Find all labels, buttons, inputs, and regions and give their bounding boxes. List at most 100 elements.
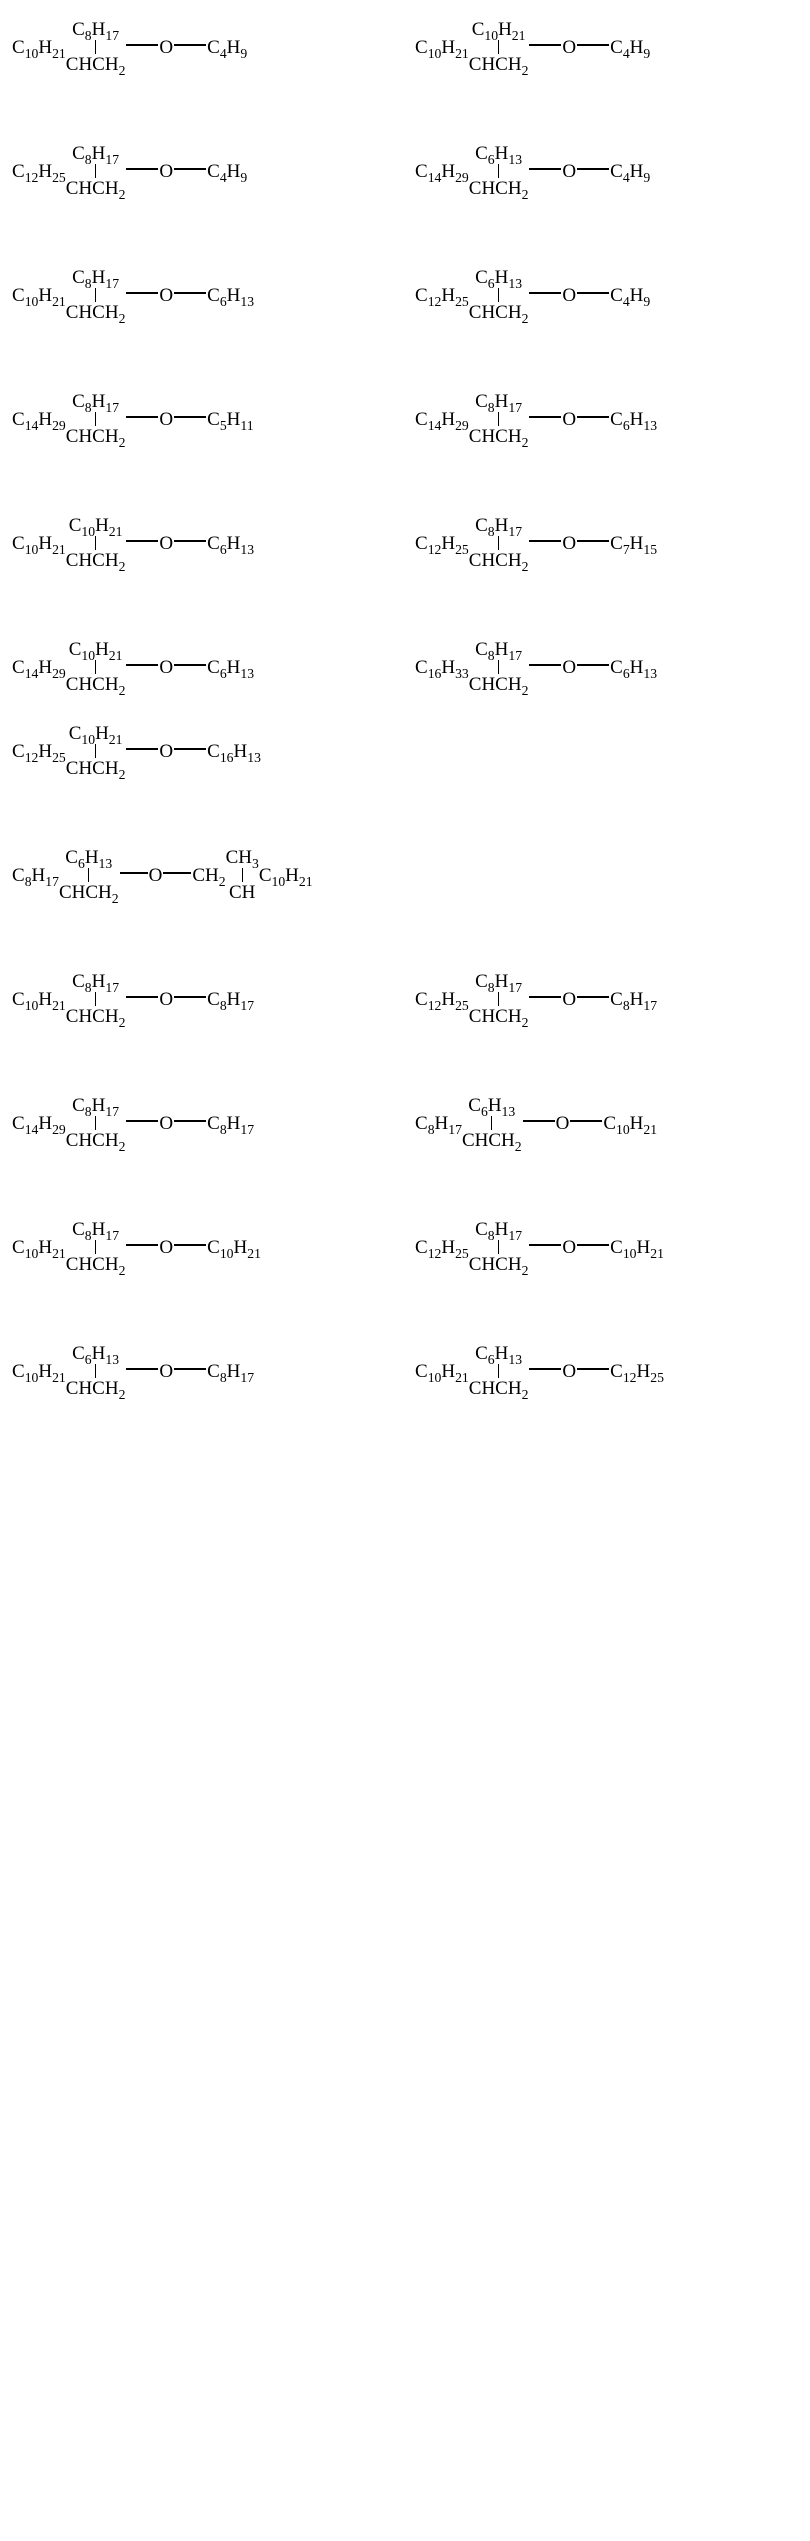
oxygen: O	[159, 410, 173, 429]
right-chain: C6H13	[207, 286, 254, 305]
molecule-row: C10H21 C8H17 CHCH2 O C8H17 C12H25 C8H17 …	[10, 972, 800, 1026]
branch-base-ch: CHCH2	[66, 1131, 126, 1150]
molecule: C10H21 C10H21 CHCH2 O C6H13	[12, 516, 254, 570]
left-chain: C14H29	[12, 410, 66, 429]
oxygen: O	[562, 990, 576, 1009]
bond	[577, 1244, 609, 1245]
branch-bond	[95, 164, 96, 178]
cell-right: C10H21 C6H13 CHCH2 O C12H25	[405, 1344, 800, 1398]
branch: C8H17 CHCH2	[66, 392, 126, 446]
molecule-row: C12H25 C8H17 CHCH2 O C4H9 C14H29 C6H13 C…	[10, 144, 800, 198]
bond	[126, 1368, 158, 1369]
cell-left: C10H21 C6H13 CHCH2 O C8H17	[10, 1344, 405, 1398]
left-chain: C16H33	[415, 658, 469, 677]
branch-base-ch: CHCH2	[469, 55, 529, 74]
cell-right: C12H25 C6H13 CHCH2 O C4H9	[405, 268, 800, 322]
bond	[174, 748, 206, 749]
branch-bond	[498, 412, 499, 426]
branch-base-ch: CHCH2	[469, 179, 529, 198]
molecule-row: C10H21 C10H21 CHCH2 O C6H13 C12H25 C8H17…	[10, 516, 800, 570]
branch-bond	[498, 164, 499, 178]
bond	[577, 1368, 609, 1369]
oxygen: O	[149, 866, 163, 885]
cell-left: C14H29 C10H21 CHCH2 O C6H13	[10, 640, 405, 694]
branch-bond	[95, 536, 96, 550]
bond	[126, 292, 158, 293]
left-chain: C12H25	[12, 162, 66, 181]
branch-top: C8H17	[72, 20, 119, 39]
left-chain: C10H21	[415, 1362, 469, 1381]
bond	[126, 416, 158, 417]
bond	[570, 1120, 602, 1121]
branch-base-ch: CHCH2	[66, 759, 126, 778]
right-chain: C6H13	[207, 534, 254, 553]
branch: C6H13 CHCH2	[469, 1344, 529, 1398]
cell-right: C14H29 C8H17 CHCH2 O C6H13	[405, 392, 800, 446]
molecule: C14H29 C8H17 CHCH2 O C6H13	[415, 392, 657, 446]
molecule: C12H25 C8H17 CHCH2 O C10H21	[415, 1220, 664, 1274]
molecule-row: C10H21 C8H17 CHCH2 O C10H21 C12H25 C8H17…	[10, 1220, 800, 1274]
branch-top: C8H17	[475, 640, 522, 659]
branch-top: C8H17	[475, 972, 522, 991]
left-chain: C12H25	[415, 286, 469, 305]
branch-base-ch: CHCH2	[66, 55, 126, 74]
left-chain: C8H17	[415, 1114, 462, 1133]
branch: C8H17 CHCH2	[66, 144, 126, 198]
molecule: C14H29 C8H17 CHCH2 O C5H11	[12, 392, 254, 446]
left-chain: C10H21	[12, 286, 66, 305]
right-chain: C6H13	[610, 410, 657, 429]
branch-top: C8H17	[72, 1096, 119, 1115]
bond	[529, 540, 561, 541]
molecule-double: C8H17 C6H13 CHCH2 O CH2 CH3 CH C10H21	[12, 848, 313, 902]
cell-right: C12H25 C8H17 CHCH2 O C7H15	[405, 516, 800, 570]
branch-top: C8H17	[72, 392, 119, 411]
bond	[577, 664, 609, 665]
branch-base-ch: CHCH2	[469, 303, 529, 322]
molecule: C14H29 C6H13 CHCH2 O C4H9	[415, 144, 650, 198]
bond	[529, 416, 561, 417]
molecule: C16H33 C8H17 CHCH2 O C6H13	[415, 640, 657, 694]
branch-bond	[95, 744, 96, 758]
branch-top: C6H13	[65, 848, 112, 867]
branch-1: C6H13 CHCH2	[59, 848, 119, 902]
branch-base-ch: CH	[229, 883, 255, 902]
right-chain: C8H17	[610, 990, 657, 1009]
branch-base-ch: CHCH2	[462, 1131, 522, 1150]
branch-bond	[498, 1364, 499, 1378]
cell-left: C12H25 C10H21 CHCH2 O C16H13	[10, 724, 405, 778]
branch-base-ch: CHCH2	[469, 1007, 529, 1026]
branch-base-ch: CHCH2	[66, 675, 126, 694]
cell-left: C10H21 C8H17 CHCH2 O C6H13	[10, 268, 405, 322]
cell-right: C12H25 C8H17 CHCH2 O C10H21	[405, 1220, 800, 1274]
oxygen: O	[159, 658, 173, 677]
oxygen: O	[562, 410, 576, 429]
right-chain: C10H21	[603, 1114, 657, 1133]
branch-top: C6H13	[475, 1344, 522, 1363]
oxygen: O	[556, 1114, 570, 1133]
molecule: C14H29 C8H17 CHCH2 O C8H17	[12, 1096, 254, 1150]
bond	[174, 540, 206, 541]
molecule: C12H25 C6H13 CHCH2 O C4H9	[415, 268, 650, 322]
branch-bond	[498, 288, 499, 302]
molecule: C10H21 C8H17 CHCH2 O C6H13	[12, 268, 254, 322]
bond	[126, 168, 158, 169]
molecule: C10H21 C10H21 CHCH2 O C4H9	[415, 20, 650, 74]
left-chain: C10H21	[12, 534, 66, 553]
branch: C8H17 CHCH2	[469, 1220, 529, 1274]
left-chain: C14H29	[415, 410, 469, 429]
branch-top: C10H21	[69, 640, 123, 659]
molecule-row: C10H21 C6H13 CHCH2 O C8H17 C10H21 C6H13 …	[10, 1344, 800, 1398]
left-chain: C12H25	[12, 742, 66, 761]
branch: C8H17 CHCH2	[66, 972, 126, 1026]
molecule: C10H21 C6H13 CHCH2 O C12H25	[415, 1344, 664, 1398]
oxygen: O	[562, 658, 576, 677]
bond	[126, 996, 158, 997]
cell-left: C12H25 C8H17 CHCH2 O C4H9	[10, 144, 405, 198]
cell-left: C10H21 C10H21 CHCH2 O C6H13	[10, 516, 405, 570]
oxygen: O	[159, 1238, 173, 1257]
molecule: C12H25 C8H17 CHCH2 O C8H17	[415, 972, 657, 1026]
oxygen: O	[159, 1114, 173, 1133]
right-chain: C4H9	[610, 162, 650, 181]
cell-left: C10H21 C8H17 CHCH2 O C10H21	[10, 1220, 405, 1274]
bond	[120, 872, 148, 873]
